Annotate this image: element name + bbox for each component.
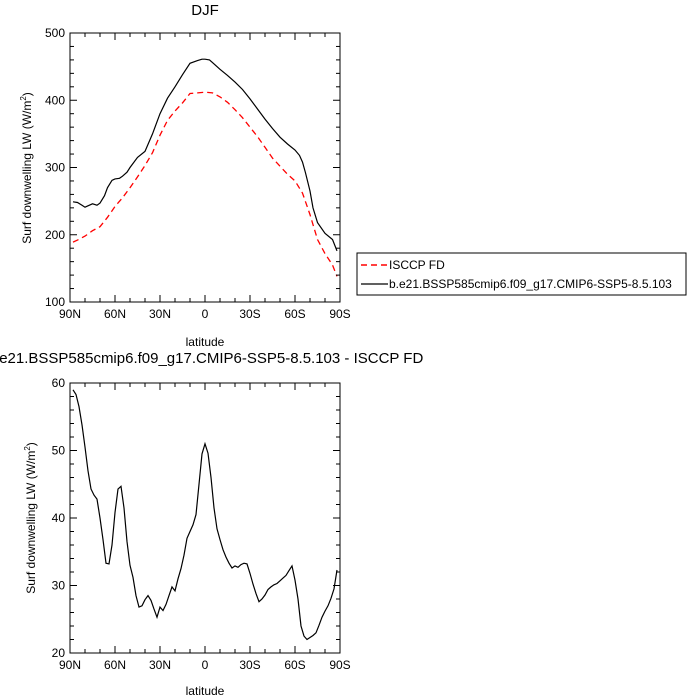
top-chart-marks — [72, 58, 338, 277]
bottom-y-tick-label: 20 — [52, 646, 66, 660]
top-chart-ticks: 90N 60N 30N 0 30S 60S 90S 100 200 300 400 500 — [45, 26, 351, 321]
top-y-tick-label: 200 — [45, 228, 65, 242]
bottom-y-axis-label-tail: ) — [24, 442, 38, 446]
top-x-tick-label: 90N — [59, 307, 81, 321]
bottom-x-tick-label: 30S — [239, 658, 260, 672]
top-panel: DJF 90N 60N 30N 0 30S 60S 90S 100 200 300 400 500 l… — [19, 2, 351, 349]
bottom-x-tick-label: 90S — [329, 658, 350, 672]
bottom-y-axis-label-sup: 2 — [23, 446, 32, 451]
top-x-tick-label: 90S — [329, 307, 350, 321]
top-chart-title: DJF — [191, 2, 219, 19]
bottom-panel: b.e21.BSSP585cmip6.f09_g17.CMIP6-SSP5-8.… — [0, 350, 423, 698]
top-x-tick-label: 30S — [239, 307, 260, 321]
top-y-axis-label-sup: 2 — [19, 96, 28, 101]
top-x-tick-label: 60N — [104, 307, 126, 321]
top-series-line-1 — [72, 58, 338, 252]
top-y-tick-label: 100 — [45, 295, 65, 309]
top-series-line-0 — [72, 91, 338, 277]
top-x-tick-label: 0 — [202, 307, 209, 321]
top-y-tick-label: 400 — [45, 93, 65, 107]
top-x-axis-label: latitude — [186, 335, 225, 349]
top-y-axis-label-main: Surf downwelling LW (W/m — [20, 101, 34, 244]
bottom-y-tick-label: 40 — [52, 511, 66, 525]
legend-label-model: b.e21.BSSP585cmip6.f09_g17.CMIP6-SSP5-8.… — [389, 277, 672, 291]
top-x-tick-label: 60S — [284, 307, 305, 321]
top-y-axis-label: Surf downwelling LW (W/m2) — [19, 92, 34, 244]
legend: ISCCP FD b.e21.BSSP585cmip6.f09_g17.CMIP… — [356, 252, 687, 296]
bottom-x-tick-label: 30N — [149, 658, 171, 672]
top-plot-frame — [69, 32, 341, 303]
legend-box — [356, 252, 687, 296]
bottom-chart-marks — [72, 389, 338, 641]
bottom-y-tick-label: 50 — [52, 444, 66, 458]
bottom-x-tick-label: 90N — [59, 658, 81, 672]
top-y-tick-label: 500 — [45, 26, 65, 40]
bottom-series-line-0 — [72, 389, 338, 641]
bottom-y-tick-label: 30 — [52, 579, 66, 593]
bottom-x-tick-label: 0 — [202, 658, 209, 672]
bottom-x-tick-label: 60S — [284, 658, 305, 672]
bottom-chart-ticks: 90N 60N 30N 0 30S 60S 90S 20 30 40 50 60 — [52, 376, 351, 672]
top-y-tick-label: 300 — [45, 161, 65, 175]
top-x-tick-label: 30N — [149, 307, 171, 321]
bottom-x-axis-label: latitude — [186, 684, 225, 698]
bottom-y-axis-label-main: Surf downwelling LW (W/m — [24, 451, 38, 594]
bottom-y-tick-label: 60 — [52, 376, 66, 390]
bottom-chart-title: b.e21.BSSP585cmip6.f09_g17.CMIP6-SSP5-8.… — [0, 350, 423, 367]
top-y-axis-label-tail: ) — [20, 92, 34, 96]
legend-label-isccp: ISCCP FD — [389, 258, 445, 272]
bottom-y-axis-label: Surf downwelling LW (W/m2) — [23, 442, 38, 594]
bottom-x-tick-label: 60N — [104, 658, 126, 672]
